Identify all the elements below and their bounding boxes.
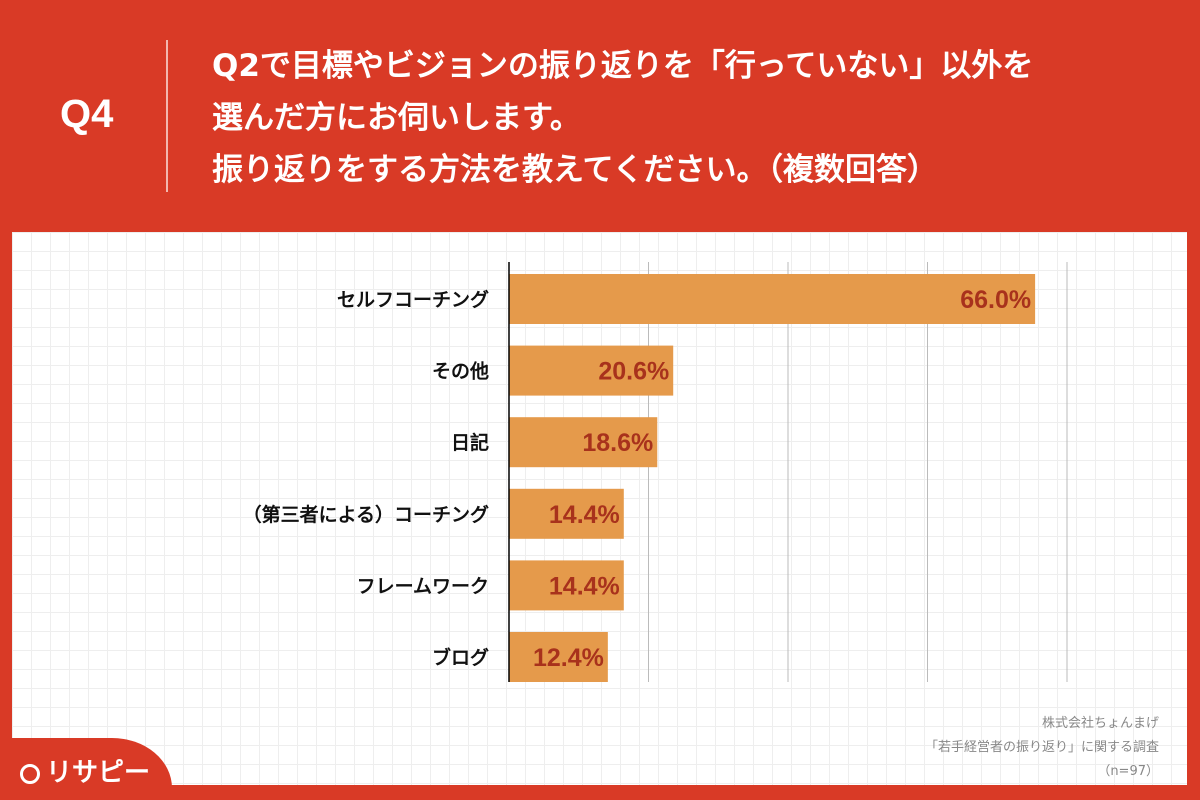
header-divider — [166, 40, 168, 192]
category-label: フレームワーク — [357, 575, 489, 597]
bar — [509, 274, 1036, 324]
value-label: 14.4% — [549, 572, 620, 600]
category-label: ブログ — [432, 646, 489, 669]
category-label: 日記 — [451, 431, 489, 454]
logo-badge: リサピー — [0, 738, 172, 800]
value-label: 12.4% — [533, 644, 604, 672]
bar — [509, 345, 674, 396]
category-label: （第三者による）コーチング — [243, 503, 489, 526]
title-line: Q2で目標やビジョンの振り返りを「行っていない」以外を — [212, 48, 1034, 84]
value-label: 66.0% — [960, 286, 1031, 314]
title-line: 選んだ方にお伺いします。 — [212, 100, 581, 136]
bar — [509, 488, 624, 539]
source-company: 株式会社ちょんまげ — [1041, 716, 1159, 731]
title-line: 振り返りをする方法を教えてください。（複数回答） — [212, 152, 939, 188]
question-number: Q4 — [60, 92, 114, 136]
pin-icon — [20, 763, 40, 784]
value-label: 20.6% — [598, 358, 669, 386]
category-label: セルフコーチング — [337, 288, 489, 311]
bar — [509, 560, 624, 611]
value-label: 18.6% — [582, 429, 653, 457]
value-label: 14.4% — [549, 501, 620, 529]
chart-panel: 66.0% セルフコーチング 20.6% その他 18.6% 日記 14.4% （第三者による… — [12, 232, 1187, 785]
bar — [509, 417, 658, 468]
source-survey: 「若手経営者の振り返り」に関する調査 — [924, 740, 1159, 755]
bar — [509, 632, 608, 682]
source-sample: （n=97） — [1097, 764, 1159, 779]
category-label: その他 — [432, 360, 489, 383]
logo: リサピー — [20, 752, 150, 789]
bar-chart: 66.0% セルフコーチング 20.6% その他 18.6% 日記 14.4% （第三者による… — [243, 262, 1068, 682]
question-title: Q2で目標やビジョンの振り返りを「行っていない」以外を 選んだ方にお伺いします。… — [212, 40, 1033, 196]
logo-text: リサピー — [46, 758, 151, 788]
